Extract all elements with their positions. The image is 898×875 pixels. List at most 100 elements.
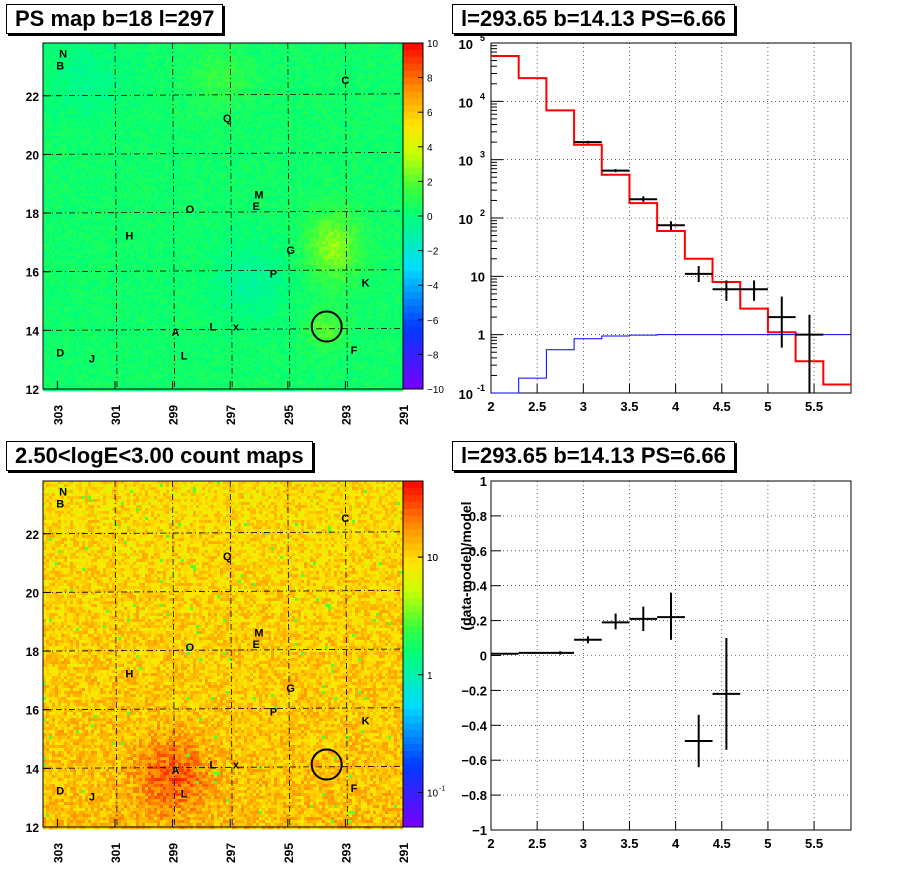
heatmap-cell [142,106,146,110]
heatmap-cell [127,259,131,263]
heatmap-cell [91,157,95,161]
heatmap-cell [160,307,164,311]
heatmap-cell [109,124,113,128]
heatmap-cell [46,193,50,197]
heatmap-cell [73,76,77,80]
heatmap-cell [160,364,164,368]
heatmap-cell [142,370,146,374]
heatmap-cell [97,334,101,338]
heatmap-cell [121,46,125,50]
heatmap-cell [163,202,167,206]
heatmap-cell [64,328,68,332]
heatmap-cell [91,310,95,314]
heatmap-cell [70,301,74,305]
heatmap-cell [124,319,128,323]
heatmap-cell [88,307,92,311]
heatmap-cell [70,346,74,350]
heatmap-cell [127,85,131,89]
heatmap-cell [85,304,89,308]
heatmap-cell [82,316,86,320]
heatmap-cell [118,328,122,332]
heatmap-cell [142,202,146,206]
heatmap-cell [46,61,50,65]
heatmap-cell [46,328,50,332]
heatmap-cell [151,154,155,158]
heatmap-cell [64,370,68,374]
heatmap-cell [133,241,137,245]
heatmap-cell [166,343,170,347]
heatmap-cell [142,52,146,56]
heatmap-cell [136,229,140,233]
heatmap-cell [136,220,140,224]
heatmap-cell [169,382,173,386]
heatmap-cell [97,367,101,371]
heatmap-cell [79,274,83,278]
heatmap-cell [82,157,86,161]
heatmap-cell [160,358,164,362]
heatmap-cell [130,46,134,50]
heatmap-cell [82,190,86,194]
heatmap-cell [109,217,113,221]
heatmap-cell [67,199,71,203]
heatmap-cell [49,64,53,68]
heatmap-cell [79,202,83,206]
heatmap-cell [136,304,140,308]
heatmap-cell [88,280,92,284]
heatmap-cell [139,352,143,356]
heatmap-cell [109,310,113,314]
heatmap-cell [163,331,167,335]
heatmap-cell [46,148,50,152]
heatmap-cell [52,208,56,212]
heatmap-cell [109,283,113,287]
heatmap-cell [106,349,110,353]
heatmap-cell [106,148,110,152]
heatmap-cell [169,304,173,308]
heatmap-cell [121,346,125,350]
heatmap-cell [67,100,71,104]
heatmap-cell [67,295,71,299]
heatmap-cell [142,265,146,269]
heatmap-cell [169,226,173,230]
heatmap-cell [136,310,140,314]
heatmap-cell [82,364,86,368]
heatmap-cell [76,109,80,113]
heatmap-cell [55,148,59,152]
heatmap-cell [169,58,173,62]
heatmap-cell [67,43,71,47]
heatmap-cell [52,154,56,158]
heatmap-cell [130,352,134,356]
heatmap-cell [49,274,53,278]
heatmap-cell [82,319,86,323]
heatmap-cell [85,220,89,224]
heatmap-cell [85,181,89,185]
heatmap-cell [154,187,158,191]
heatmap-cell [100,232,104,236]
heatmap-cell [103,367,107,371]
heatmap-cell [52,121,56,125]
heatmap-cell [109,97,113,101]
heatmap-cell [112,43,116,47]
heatmap-cell [151,370,155,374]
heatmap-cell [139,133,143,137]
heatmap-cell [160,256,164,260]
heatmap-cell [136,325,140,329]
heatmap-cell [121,349,125,353]
heatmap-cell [151,169,155,173]
heatmap-cell [61,214,65,218]
heatmap-cell [79,382,83,386]
heatmap-cell [43,241,47,245]
heatmap-cell [97,184,101,188]
heatmap-cell [52,223,56,227]
heatmap-cell [106,115,110,119]
heatmap-cell [148,355,152,359]
heatmap-cell [46,265,50,269]
heatmap-cell [166,43,170,47]
heatmap-cell [64,361,68,365]
heatmap-cell [112,355,116,359]
heatmap-cell [46,244,50,248]
heatmap-cell [127,190,131,194]
heatmap-cell [166,184,170,188]
heatmap-cell [154,175,158,179]
heatmap-cell [151,367,155,371]
heatmap-cell [91,136,95,140]
